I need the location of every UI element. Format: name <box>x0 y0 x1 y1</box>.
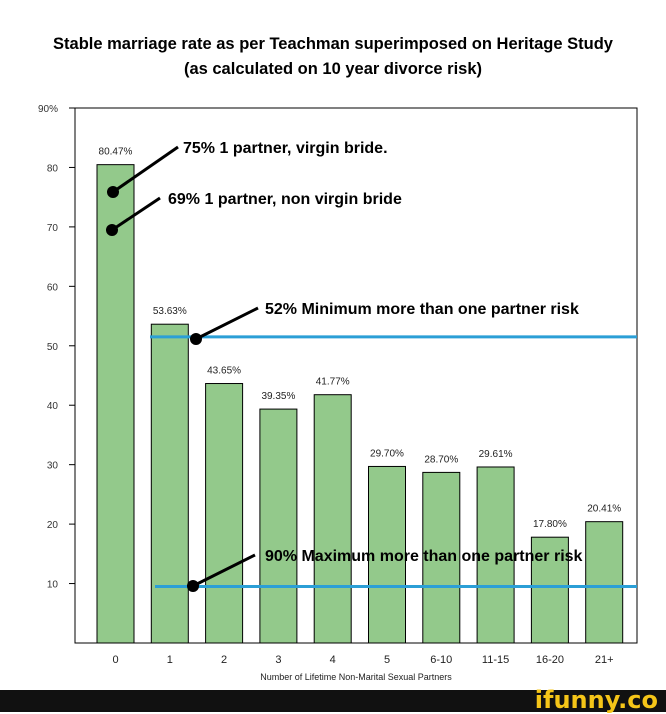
bar <box>422 471 461 644</box>
annotation-leader <box>195 306 259 341</box>
annotation-text: 75% 1 partner, virgin bride. <box>183 140 388 157</box>
data-label: 28.70% <box>424 454 458 465</box>
bar <box>476 466 515 644</box>
title-line-2: (as calculated on 10 year divorce risk) <box>183 60 483 78</box>
bar <box>530 536 569 644</box>
x-tick-label: 1 <box>167 654 173 666</box>
bar <box>585 521 624 644</box>
data-label: 29.61% <box>479 449 513 460</box>
data-label: 80.47% <box>99 147 133 158</box>
x-tick-label: 3 <box>275 654 281 666</box>
bar <box>205 383 244 644</box>
plot-frame <box>74 107 638 644</box>
annotation-dot <box>190 333 202 345</box>
annotation-text: 52% Minimum more than one partner risk <box>265 301 579 318</box>
title-line-1: Stable marriage rate as per Teachman sup… <box>53 35 613 53</box>
footer-bar: ifunny.co <box>0 686 666 714</box>
data-label: 53.63% <box>153 306 187 317</box>
x-tick-label: 6-10 <box>430 654 452 666</box>
bar <box>368 465 406 644</box>
y-tick-label: 40 <box>47 401 59 412</box>
annotation-leader <box>192 553 256 588</box>
x-tick-label: 21+ <box>595 654 614 666</box>
annotation-text: 69% 1 partner, non virgin bride <box>168 191 402 208</box>
annotation-leader <box>112 145 179 194</box>
y-tick-label: 20 <box>47 520 59 531</box>
x-axis-label: Number of Lifetime Non-Marital Sexual Pa… <box>260 672 452 682</box>
bar <box>96 164 135 644</box>
y-tick-label: 30 <box>47 461 59 472</box>
data-label: 43.65% <box>207 366 241 377</box>
bar <box>150 323 189 644</box>
x-tick-label: 4 <box>330 654 336 666</box>
y-tick-label: 90% <box>38 104 58 115</box>
x-tick-label: 2 <box>221 654 227 666</box>
y-tick-label: 60 <box>47 282 59 293</box>
chart-title: Stable marriage rate as per Teachman sup… <box>0 32 666 82</box>
data-label: 41.77% <box>316 377 350 388</box>
y-tick-label: 80 <box>47 163 59 174</box>
annotation-dot <box>107 186 119 198</box>
annotation-leader <box>111 196 161 232</box>
x-tick-label: 0 <box>112 654 118 666</box>
bar <box>313 394 352 644</box>
y-tick-label: 70 <box>47 223 59 234</box>
annotation-dot <box>106 224 118 236</box>
y-tick-label: 50 <box>47 342 59 353</box>
x-tick-label: 16-20 <box>536 654 564 666</box>
data-label: 17.80% <box>533 519 567 530</box>
data-label: 20.41% <box>587 504 621 515</box>
y-tick-label: 10 <box>47 580 59 591</box>
data-label: 39.35% <box>261 391 295 402</box>
x-tick-label: 11-15 <box>482 654 509 666</box>
bar-chart: 90% 80 70 60 50 40 30 20 10 80.47% 0 53.63% 1 43.65% 2… <box>38 104 638 682</box>
data-label: 29.70% <box>370 448 404 459</box>
ifunny-logo: ifunny.co <box>534 686 658 714</box>
annotation-text: 90% Maximum more than one partner risk <box>265 548 583 565</box>
annotation-dot <box>187 580 199 592</box>
bar <box>259 408 298 644</box>
x-tick-label: 5 <box>384 654 390 666</box>
